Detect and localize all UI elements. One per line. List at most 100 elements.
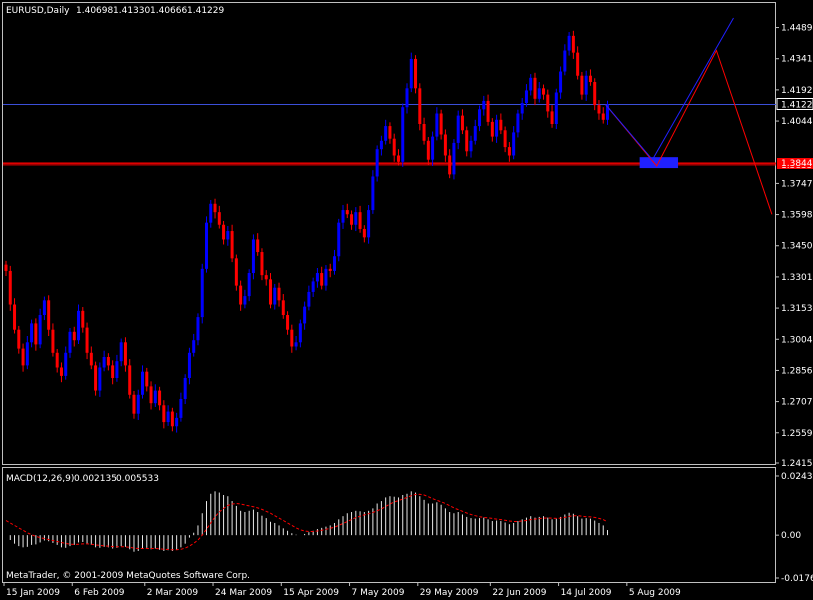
candle bbox=[294, 336, 298, 351]
candle-body bbox=[8, 270, 12, 305]
candle-body bbox=[294, 342, 298, 347]
candle-body bbox=[260, 252, 264, 276]
candle bbox=[281, 294, 285, 319]
candle bbox=[277, 282, 281, 307]
candle bbox=[8, 265, 12, 311]
candle bbox=[136, 389, 140, 420]
candle bbox=[162, 400, 166, 429]
projection-path-blue bbox=[605, 17, 734, 161]
candle-body bbox=[298, 323, 302, 343]
candle bbox=[371, 170, 375, 214]
price-tick-label: 1.25590 bbox=[781, 429, 813, 439]
candle-body bbox=[64, 352, 68, 376]
candle-body bbox=[567, 35, 571, 51]
high-value: 1.41330 bbox=[113, 6, 150, 16]
candle-body bbox=[13, 304, 17, 330]
candle-body bbox=[226, 231, 230, 240]
candle-body bbox=[580, 75, 584, 95]
candle-body bbox=[516, 113, 520, 133]
candle-body bbox=[307, 291, 311, 307]
candle bbox=[205, 216, 209, 273]
candle-body bbox=[268, 279, 272, 305]
candle-body bbox=[55, 352, 59, 368]
candle-body bbox=[533, 77, 537, 99]
candle bbox=[345, 203, 349, 219]
candle bbox=[47, 295, 51, 337]
candle bbox=[456, 110, 460, 150]
candle bbox=[251, 234, 255, 280]
candle-body bbox=[196, 317, 200, 341]
price-tick-label: 1.27075 bbox=[781, 398, 813, 408]
candle bbox=[328, 263, 332, 278]
candle bbox=[341, 205, 345, 229]
date-tick-label: 5 Aug 2009 bbox=[629, 588, 681, 598]
candle bbox=[187, 347, 191, 385]
price-tick-label: 1.35985 bbox=[781, 211, 813, 221]
candle-body bbox=[337, 222, 341, 257]
candle-body bbox=[42, 300, 46, 316]
candle bbox=[606, 100, 610, 125]
candle-body bbox=[98, 367, 102, 391]
candle-body bbox=[524, 90, 528, 104]
candle bbox=[567, 32, 571, 56]
candle bbox=[584, 70, 588, 101]
candle bbox=[418, 83, 422, 131]
candle-body bbox=[136, 394, 140, 414]
candle-body bbox=[405, 88, 409, 108]
candle-body bbox=[341, 210, 345, 223]
candle-body bbox=[469, 140, 473, 152]
candle-body bbox=[175, 417, 179, 427]
candle bbox=[516, 109, 520, 138]
low-value: 1.40666 bbox=[150, 6, 187, 16]
candle bbox=[529, 74, 533, 96]
date-tick-label: 24 Mar 2009 bbox=[215, 588, 272, 598]
candle-body bbox=[81, 310, 85, 328]
candle-body bbox=[443, 134, 447, 156]
candle bbox=[115, 354, 119, 382]
date-tick-label: 7 May 2009 bbox=[352, 588, 405, 598]
candle bbox=[89, 346, 93, 370]
candle-body bbox=[362, 228, 366, 238]
candles-layer bbox=[4, 30, 610, 433]
candle-body bbox=[179, 398, 183, 418]
candle-body bbox=[17, 329, 21, 349]
candle bbox=[571, 30, 575, 59]
candle bbox=[77, 304, 81, 344]
candle-body bbox=[77, 310, 81, 341]
candle-body bbox=[243, 296, 247, 305]
candle-body bbox=[448, 155, 452, 175]
candle bbox=[68, 328, 72, 358]
candle-body bbox=[286, 315, 290, 330]
candle bbox=[239, 280, 243, 311]
price-tick-label: 1.33015 bbox=[781, 273, 813, 283]
candle-body bbox=[426, 140, 430, 160]
price-tick-label: 1.41925 bbox=[781, 86, 813, 96]
candle-body bbox=[51, 329, 55, 353]
macd-tick-label: 0.024308 bbox=[781, 472, 813, 482]
price-tick-label: 1.40440 bbox=[781, 117, 813, 127]
candle bbox=[367, 205, 371, 244]
date-tick-label: 22 Jun 2009 bbox=[492, 588, 546, 598]
candle bbox=[217, 205, 221, 229]
candle bbox=[243, 289, 247, 309]
candle bbox=[546, 89, 550, 118]
open-value: 1.40698 bbox=[76, 6, 113, 16]
candle bbox=[401, 103, 405, 167]
candle bbox=[354, 207, 358, 232]
candle-body bbox=[192, 340, 196, 353]
candle-body bbox=[422, 124, 426, 141]
candle bbox=[192, 333, 196, 357]
candle-body bbox=[593, 82, 597, 106]
candle bbox=[350, 210, 354, 230]
price-tick-label: 1.34500 bbox=[781, 242, 813, 252]
candle-body bbox=[537, 88, 541, 99]
candle-body bbox=[396, 155, 400, 162]
candle bbox=[443, 129, 447, 162]
candle bbox=[298, 319, 302, 348]
candle bbox=[59, 362, 63, 383]
candle bbox=[234, 254, 238, 291]
candle bbox=[226, 226, 230, 246]
price-tick-label: 1.28560 bbox=[781, 366, 813, 376]
candle bbox=[392, 133, 396, 162]
